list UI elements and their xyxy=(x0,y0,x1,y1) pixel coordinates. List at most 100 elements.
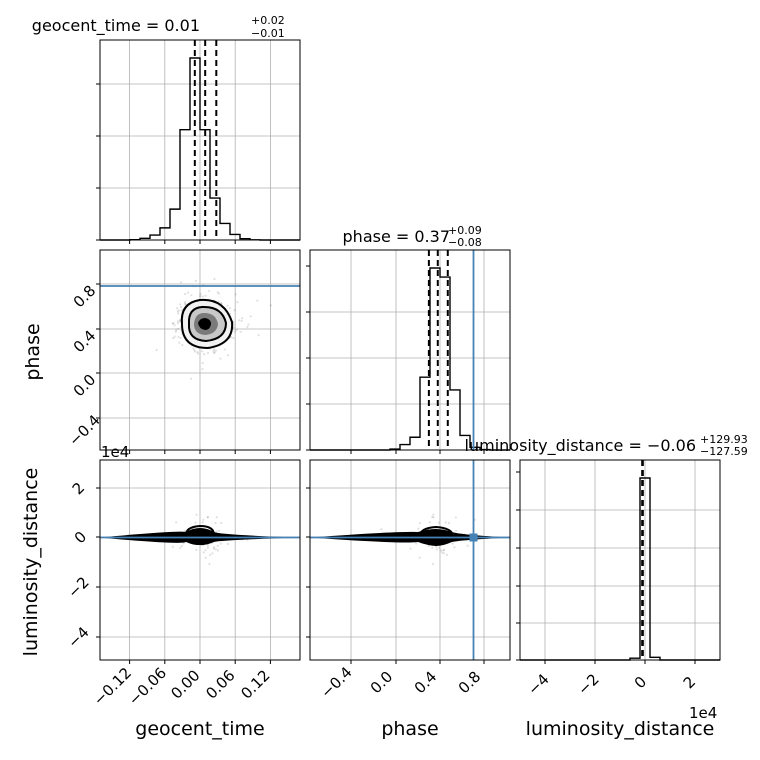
sample-ld-vs-geocent_time-point xyxy=(204,549,207,552)
sample-phase-vs-geocent_time-point xyxy=(233,309,236,312)
sample-phase-vs-geocent_time-point xyxy=(226,304,229,307)
sample-ld-vs-geocent_time-point xyxy=(179,546,182,550)
sample-phase-vs-geocent_time-point xyxy=(235,328,238,331)
sample-phase-vs-geocent_time-point xyxy=(179,336,182,340)
sample-phase-vs-geocent_time-point xyxy=(201,368,204,371)
sample-phase-vs-geocent_time-point xyxy=(204,294,207,297)
sample-ld-vs-geocent_time-point xyxy=(180,544,183,548)
panel-frame xyxy=(309,249,511,451)
panel-luminosity_distance-hist: luminosity_distance = −0.06 +129.93 −127… xyxy=(465,433,748,740)
sample-ld-vs-phase-point xyxy=(428,521,431,524)
xtick-phase-0.0: 0.0 xyxy=(367,668,397,698)
sample-phase-vs-geocent_time-point xyxy=(179,305,183,309)
xtick-ld-0: 0 xyxy=(631,673,650,692)
sample-ld-vs-geocent_time-point xyxy=(209,553,212,556)
xlabel-luminosity_distance: luminosity_distance xyxy=(526,718,715,740)
panel-ticks xyxy=(96,487,271,664)
sample-ld-vs-phase-point xyxy=(444,521,447,524)
xtick-ld-neg2: −2 xyxy=(574,670,602,698)
sample-phase-vs-geocent_time-point xyxy=(215,242,217,244)
sample-ld-vs-geocent_time-point xyxy=(206,546,209,549)
ylabel-phase: phase xyxy=(22,323,44,380)
sample-ld-vs-phase-point xyxy=(435,548,438,551)
sample-ld-vs-geocent_time-point xyxy=(175,521,178,524)
panel-grid xyxy=(100,460,300,660)
sample-phase-vs-geocent_time-point xyxy=(256,299,259,302)
sample-ld-vs-phase-point xyxy=(455,529,458,533)
sample-ld-vs-phase-point xyxy=(380,528,383,531)
sample-phase-vs-geocent_time-point xyxy=(180,281,183,284)
sample-phase-vs-geocent_time-point xyxy=(212,349,215,353)
histogram-luminosity_distance xyxy=(520,477,720,661)
sample-phase-vs-geocent_time-point xyxy=(173,324,176,327)
sample-phase-vs-geocent_time-point xyxy=(199,292,202,296)
sample-phase-vs-geocent_time-point xyxy=(176,322,180,325)
sample-ld-vs-phase-point xyxy=(417,527,420,530)
sample-ld-vs-phase-point xyxy=(448,521,451,525)
density-contours xyxy=(310,525,510,547)
xtick-gt-neg0.12: −0.12 xyxy=(90,664,135,709)
sample-phase-vs-geocent_time-point xyxy=(184,292,187,296)
panel-grid xyxy=(310,460,510,660)
sample-ld-vs-phase-point xyxy=(418,522,422,525)
sample-ld-vs-geocent_time-point xyxy=(182,542,185,545)
sample-ld-vs-phase-point xyxy=(432,513,435,516)
sample-ld-vs-phase-point xyxy=(427,544,430,548)
sample-phase-vs-geocent_time-point xyxy=(177,327,180,330)
sample-phase-vs-geocent_time-point xyxy=(187,291,190,294)
sample-ld-vs-phase-point xyxy=(438,546,441,550)
truth-point xyxy=(469,533,478,542)
title-luminosity_distance-plus: +129.93 xyxy=(700,433,748,446)
title-luminosity_distance-minus: −127.59 xyxy=(700,445,748,458)
panel-phase-hist: phase = 0.37 +0.09 −0.08 xyxy=(306,224,511,454)
title-luminosity_distance: luminosity_distance = −0.06 xyxy=(465,436,696,456)
ytick-phase-neg0.4: −0.4 xyxy=(65,411,103,449)
ytick-ld-neg4: −4 xyxy=(64,623,92,651)
sample-phase-vs-geocent_time-point xyxy=(193,348,196,351)
sample-ld-vs-geocent_time-point xyxy=(171,545,174,548)
sample-ld-vs-phase-point xyxy=(453,546,456,549)
xtick-gt-0.12: 0.12 xyxy=(237,666,273,702)
sample-phase-vs-geocent_time-point xyxy=(194,279,198,283)
sample-ld-vs-phase-point xyxy=(445,553,448,556)
sample-ld-vs-phase-point xyxy=(431,515,434,519)
sample-ld-vs-geocent_time-point xyxy=(226,542,230,546)
xtick-phase-0.8: 0.8 xyxy=(455,668,485,698)
panel-ticks xyxy=(96,283,271,454)
sample-phase-vs-geocent_time-point xyxy=(176,310,179,313)
sample-phase-vs-geocent_time-point xyxy=(201,295,204,298)
sample-ld-vs-geocent_time-point xyxy=(212,547,216,550)
quantile-lines-phase xyxy=(427,250,449,450)
sample-phase-vs-geocent_time-point xyxy=(247,323,250,326)
sample-ld-vs-geocent_time-point xyxy=(206,544,210,547)
sample-phase-vs-geocent_time-point xyxy=(177,312,180,315)
sample-ld-vs-geocent_time-point xyxy=(220,521,223,525)
sample-phase-vs-geocent_time-point xyxy=(228,307,231,310)
panel-frame xyxy=(519,459,721,661)
panel-phase-vs-geocent_time: 0.8 0.4 0.0 −0.4 phase xyxy=(22,242,301,454)
sample-ld-vs-phase-point xyxy=(431,546,434,549)
title-phase-plus: +0.09 xyxy=(448,224,482,237)
panel-grid xyxy=(100,250,300,450)
histogram-step-luminosity_distance xyxy=(520,477,720,661)
sample-phase-vs-geocent_time-point xyxy=(236,301,239,304)
sample-phase-vs-geocent_time-point xyxy=(234,293,237,296)
sample-phase-vs-geocent_time-point xyxy=(190,294,193,297)
ylabel-luminosity_distance: luminosity_distance xyxy=(20,468,42,657)
sample-phase-vs-geocent_time-point xyxy=(241,317,244,320)
sample-phase-vs-geocent_time-point xyxy=(257,334,260,337)
sample-phase-vs-geocent_time-point xyxy=(175,307,179,310)
sample-ld-vs-geocent_time-point xyxy=(202,551,205,554)
sample-phase-vs-geocent_time-point xyxy=(269,304,272,307)
title-geocent_time-plus: +0.02 xyxy=(251,14,285,27)
sample-phase-vs-geocent_time-point xyxy=(177,309,181,312)
sample-phase-vs-geocent_time-point xyxy=(246,325,249,329)
sample-phase-vs-geocent_time-point xyxy=(179,303,182,306)
ytick-phase-0.4: 0.4 xyxy=(70,327,100,357)
sample-phase-vs-geocent_time-point xyxy=(217,292,221,295)
sample-phase-vs-geocent_time-point xyxy=(196,352,200,355)
sample-ld-vs-geocent_time-point xyxy=(208,562,211,565)
sample-ld-vs-geocent_time-point xyxy=(202,518,205,521)
sample-ld-vs-phase-point xyxy=(443,548,446,551)
